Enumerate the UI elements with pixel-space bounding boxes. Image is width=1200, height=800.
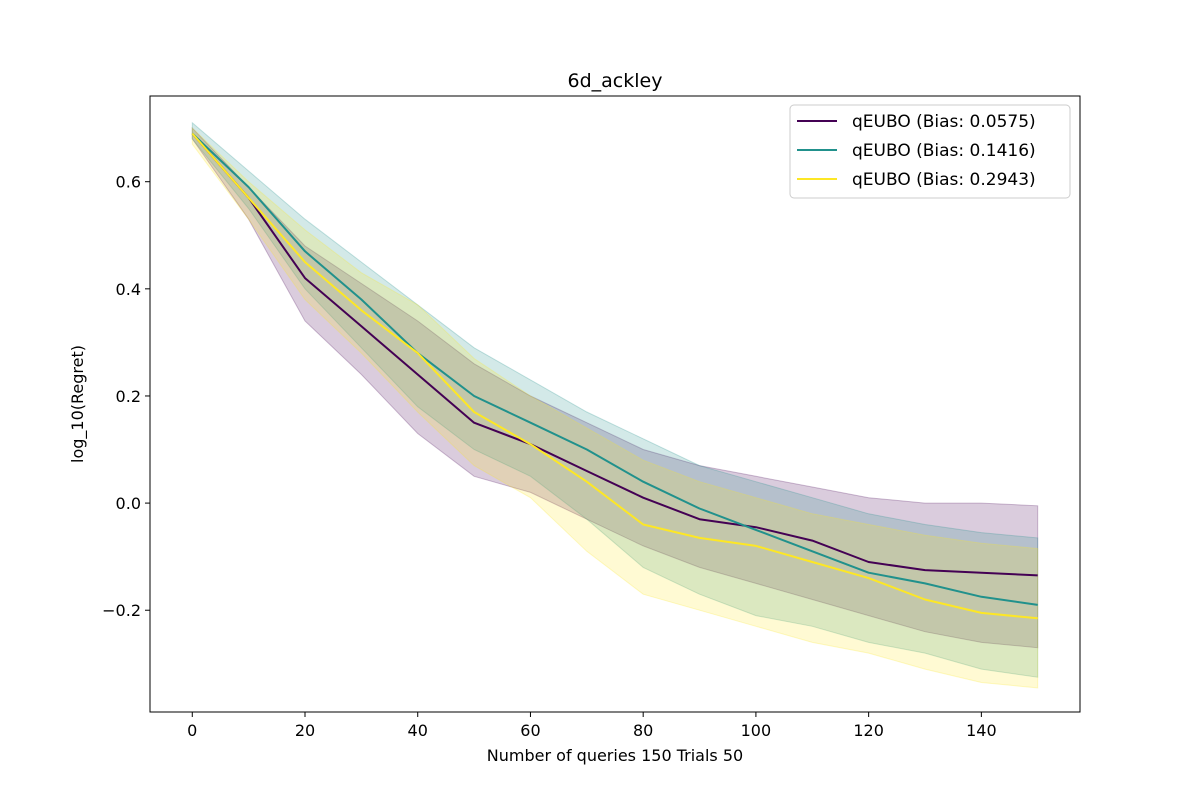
x-tick-label: 120 [853, 721, 884, 740]
y-tick-label: 0.4 [116, 280, 141, 299]
chart-title: 6d_ackley [568, 70, 663, 92]
confidence-band-series-0 [191, 126, 1039, 649]
x-tick-label: 80 [633, 721, 653, 740]
x-tick-label: 140 [966, 721, 997, 740]
x-axis: 0 20 40 60 80 100 120 140 [187, 712, 997, 740]
x-tick-label: 60 [520, 721, 540, 740]
y-tick-label: 0.2 [116, 387, 141, 406]
plot-frame [149, 95, 1081, 713]
y-tick-label: −0.2 [102, 601, 141, 620]
y-tick-label: 0.0 [116, 494, 141, 513]
confidence-band-series-2 [191, 126, 1039, 689]
series-line-2 [191, 132, 1038, 620]
x-tick-label: 0 [187, 721, 197, 740]
x-tick-label: 40 [408, 721, 428, 740]
x-tick-label: 100 [741, 721, 772, 740]
legend-label-0: qEUBO (Bias: 0.0575) [852, 112, 1036, 132]
confidence-bands [191, 121, 1039, 689]
y-axis: −0.2 0.0 0.2 0.4 0.6 [102, 173, 150, 620]
series-lines [191, 132, 1038, 620]
legend-frame [789, 104, 1071, 199]
x-axis-label: Number of queries 150 Trials 50 [487, 746, 743, 765]
legend: qEUBO (Bias: 0.0575) qEUBO (Bias: 0.1416)… [789, 104, 1071, 199]
y-tick-label: 0.6 [116, 173, 141, 192]
x-tick-label: 20 [295, 721, 315, 740]
series-line-1 [191, 132, 1038, 606]
confidence-band-series-1 [191, 121, 1039, 678]
y-axis-label: log_10(Regret) [68, 345, 88, 463]
legend-label-1: qEUBO (Bias: 0.1416) [852, 141, 1036, 161]
legend-label-2: qEUBO (Bias: 0.2943) [852, 170, 1036, 190]
series-line-0 [191, 132, 1038, 577]
